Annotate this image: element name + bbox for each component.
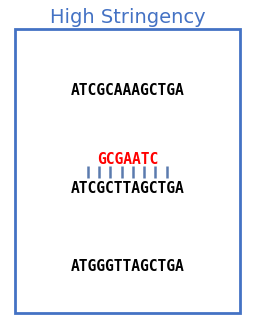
Text: ATCGCAAAGCTGA: ATCGCAAAGCTGA bbox=[70, 83, 184, 98]
Text: High Stringency: High Stringency bbox=[50, 8, 204, 27]
Text: ATCGCTTAGCTGA: ATCGCTTAGCTGA bbox=[70, 182, 184, 196]
FancyBboxPatch shape bbox=[15, 29, 239, 313]
Text: GCGAATC: GCGAATC bbox=[97, 152, 157, 167]
Text: ATGGGTTAGCTGA: ATGGGTTAGCTGA bbox=[70, 259, 184, 274]
